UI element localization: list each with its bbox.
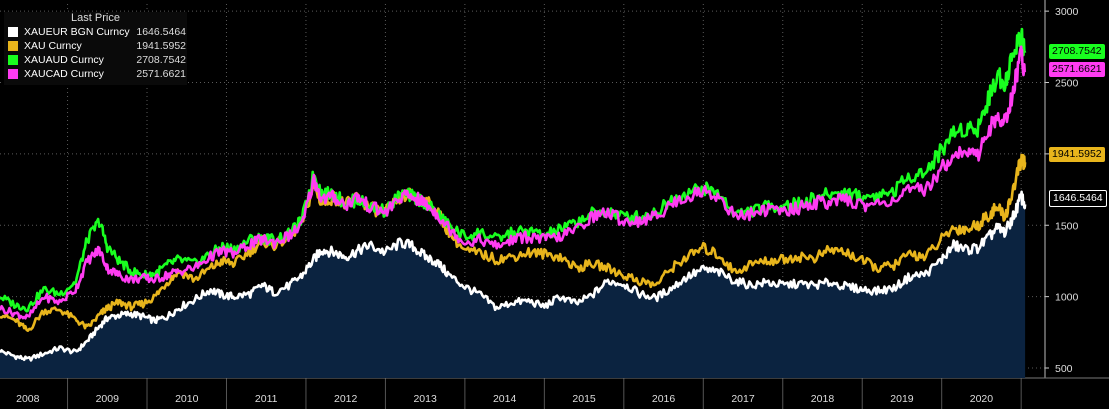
series-line-xaucad <box>0 45 1027 320</box>
x-tick-label: 2012 <box>334 393 358 405</box>
legend-swatch <box>8 69 18 79</box>
legend-value: 1646.5464 <box>136 26 186 38</box>
legend: Last Price XAUEUR BGN Curncy 1646.5464 X… <box>4 12 187 85</box>
legend-entry: XAUAUD Curncy 2708.7542 <box>8 54 186 67</box>
legend-value: 2571.6621 <box>136 68 186 80</box>
x-tick-label: 2019 <box>890 393 914 405</box>
last-value-tag-xaucad: 2571.6621 <box>1049 62 1105 77</box>
legend-entry: XAUCAD Curncy 2571.6621 <box>8 68 186 81</box>
legend-name: XAUCAD Curncy <box>24 68 104 80</box>
x-tick-label: 2016 <box>652 393 676 405</box>
legend-value: 1941.5952 <box>136 40 186 52</box>
legend-entry: XAUEUR BGN Curncy 1646.5464 <box>8 26 186 39</box>
series-line-xauaud <box>0 27 1027 313</box>
legend-value: 2708.7542 <box>136 54 186 66</box>
legend-name: XAUEUR BGN Curncy <box>24 26 130 38</box>
x-tick-label: 2014 <box>493 393 517 405</box>
x-tick-label: 2010 <box>175 393 199 405</box>
last-value-tag-xauaud: 2708.7542 <box>1049 44 1105 59</box>
x-tick-label: 2008 <box>16 393 40 405</box>
y-tick-label: 500 <box>1055 363 1073 375</box>
last-value-tag-xau: 1941.5952 <box>1049 147 1105 162</box>
series-line-xau <box>0 153 1027 332</box>
legend-swatch <box>8 41 18 51</box>
legend-title: Last Price <box>71 12 120 24</box>
y-tick-label: 2500 <box>1055 78 1079 90</box>
last-value-tag-xaueur: 1646.5464 <box>1049 190 1107 207</box>
x-tick-label: 2011 <box>255 393 278 405</box>
legend-name: XAUAUD Curncy <box>24 54 104 66</box>
x-tick-label: 2015 <box>572 393 596 405</box>
x-tick-label: 2017 <box>731 393 755 405</box>
y-tick-label: 1000 <box>1055 292 1079 304</box>
legend-name: XAU Curncy <box>24 40 82 52</box>
y-tick-label: 3000 <box>1055 6 1079 18</box>
legend-swatch <box>8 27 18 37</box>
legend-swatch <box>8 55 18 65</box>
y-tick-label: 1500 <box>1055 220 1079 232</box>
x-tick-label: 2018 <box>811 393 835 405</box>
x-tick-label: 2013 <box>413 393 437 405</box>
x-tick-label: 2020 <box>970 393 994 405</box>
series-area-xaueur <box>0 191 1026 378</box>
x-tick-label: 2009 <box>96 393 120 405</box>
legend-entry: XAU Curncy 1941.5952 <box>8 40 186 53</box>
series-line-xaueur <box>0 190 1027 362</box>
